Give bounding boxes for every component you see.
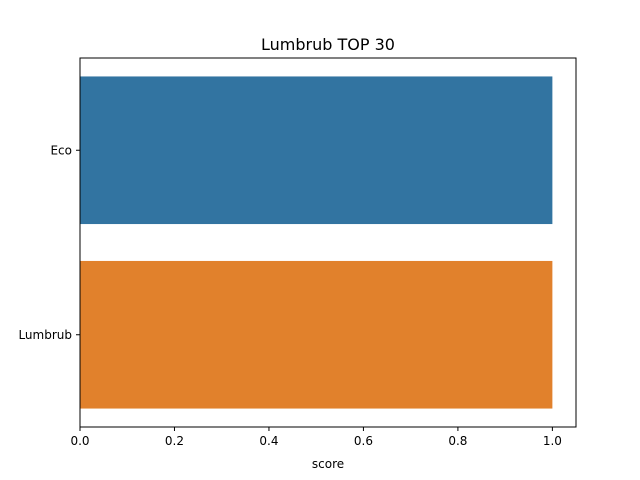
x-tick-label: 0.6 [354,434,373,448]
axes-layer [79,57,577,428]
chart-title: Lumbrub TOP 30 [261,35,395,54]
plot-frame [79,57,577,428]
bar-eco [80,76,553,225]
x-axis-label: score [312,457,344,471]
x-tick-label: 0.4 [259,434,278,448]
x-tick-label: 0.0 [70,434,89,448]
x-tick-label: 1.0 [543,434,562,448]
x-tick-label: 0.2 [165,434,184,448]
x-tick-label: 0.8 [448,434,467,448]
y-tick-label: Eco [50,143,72,157]
x-ticks: 0.0 0.2 0.4 0.6 0.8 1.0 [70,427,562,448]
bar-lumbrub [80,260,553,409]
bars-layer [80,76,553,409]
y-ticks: Eco Lumbrub [18,143,80,342]
y-tick-label: Lumbrub [18,328,72,342]
